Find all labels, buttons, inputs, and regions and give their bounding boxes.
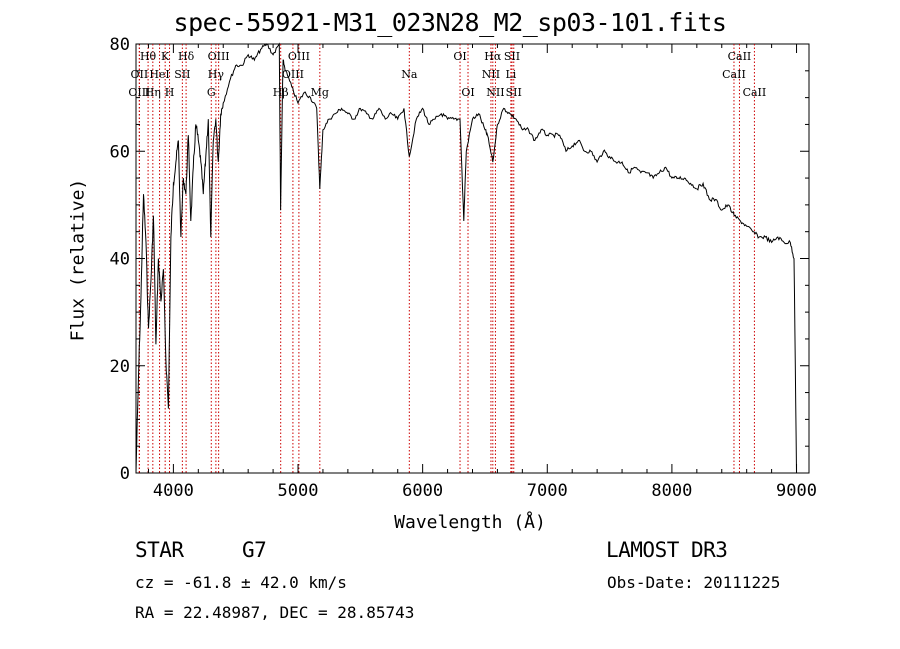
sky-coordinates: RA = 22.48987, DEC = 28.85743 xyxy=(135,603,415,622)
line-marker-label: Hθ xyxy=(140,50,157,63)
observation-date: Obs-Date: 20111225 xyxy=(607,573,781,592)
line-marker-label: OII xyxy=(131,68,149,81)
line-marker-label: SII xyxy=(174,68,190,81)
line-marker-label: Hα xyxy=(484,50,502,63)
line-marker-label: OIII xyxy=(288,50,310,63)
line-marker-label: K xyxy=(161,50,170,63)
line-marker-label: HeI xyxy=(149,68,169,81)
line-marker-label: Hγ xyxy=(208,68,225,81)
x-tick-label: 7000 xyxy=(527,481,568,501)
y-tick-label: 0 xyxy=(120,464,130,484)
line-marker-label: SII xyxy=(506,86,522,99)
x-tick-label: 8000 xyxy=(651,481,692,501)
chart-title: spec-55921-M31_023N28_M2_sp03-101.fits xyxy=(173,8,727,37)
line-marker-label: OI xyxy=(461,86,474,99)
line-marker-label: OI xyxy=(453,50,466,63)
y-tick-label: 60 xyxy=(110,142,130,162)
object-subclass: G7 xyxy=(242,538,267,562)
line-marker-label: NII xyxy=(486,86,504,99)
y-tick-label: 40 xyxy=(110,250,130,270)
line-marker-label: H xyxy=(165,86,175,99)
redshift-velocity: cz = -61.8 ± 42.0 km/s xyxy=(135,573,347,592)
tick-labels: 4000 5000 6000 7000 8000 9000 0 20 40 60 80 xyxy=(110,35,817,501)
spectrum-line xyxy=(135,42,797,474)
line-marker-label: OIII xyxy=(128,86,150,99)
line-marker-label: CaII xyxy=(722,68,746,81)
x-tick-label: 4000 xyxy=(153,481,194,501)
line-marker-label: CaII xyxy=(728,50,752,63)
y-axis-label: Flux (relative) xyxy=(67,178,89,342)
x-tick-label: 6000 xyxy=(402,481,443,501)
line-marker-label: CaII xyxy=(743,86,767,99)
line-marker-label: Hη xyxy=(145,86,161,99)
axis-ticks xyxy=(136,43,809,474)
line-marker-label: Na xyxy=(401,68,418,81)
object-class: STAR xyxy=(135,538,184,562)
x-tick-label: 5000 xyxy=(278,481,319,501)
line-marker-label: Hβ xyxy=(273,86,289,99)
line-marker-label: SII xyxy=(504,50,520,63)
x-axis-label: Wavelength (Å) xyxy=(394,512,546,533)
x-tick-label: 9000 xyxy=(776,481,817,501)
line-marker-label: OIII xyxy=(282,68,304,81)
line-marker-label: Li xyxy=(505,68,516,81)
line-marker-label: Hδ xyxy=(178,50,195,63)
y-tick-label: 80 xyxy=(110,35,130,55)
line-marker-label: G xyxy=(207,86,216,99)
survey-release: LAMOST DR3 xyxy=(606,538,728,562)
plot-frame xyxy=(135,43,810,474)
line-marker-label: OIII xyxy=(208,50,230,63)
line-markers xyxy=(138,44,755,473)
line-marker-label: NII xyxy=(482,68,500,81)
y-tick-label: 20 xyxy=(110,357,130,377)
line-marker-label: Mg xyxy=(311,86,329,99)
